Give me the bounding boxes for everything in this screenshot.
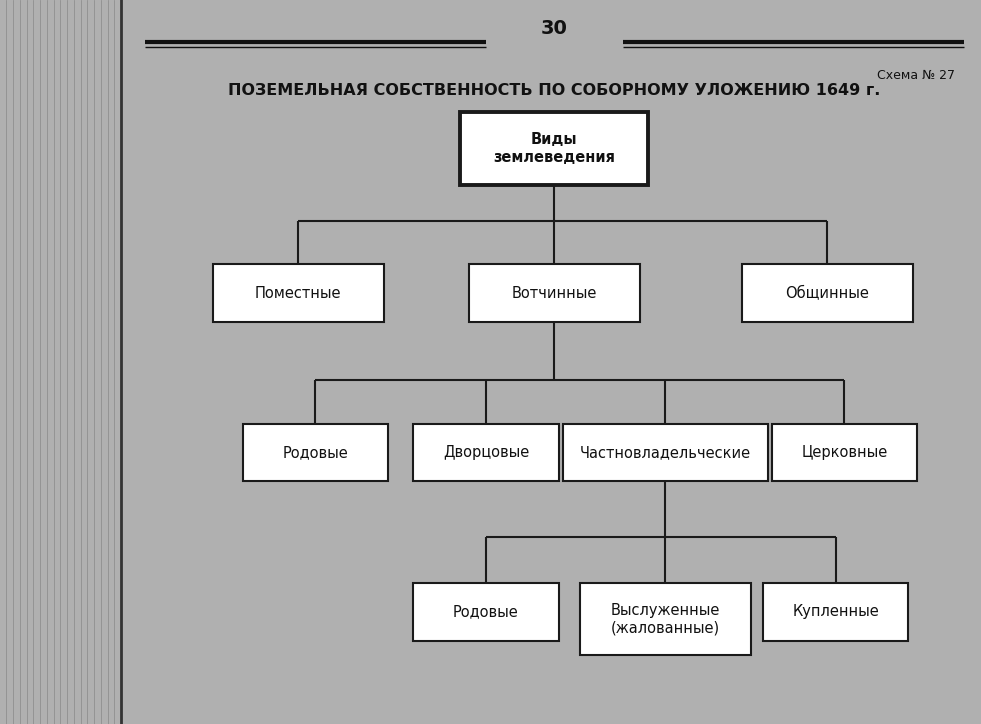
FancyBboxPatch shape [563, 424, 767, 481]
Text: Дворцовые: Дворцовые [442, 445, 529, 460]
Text: Родовые: Родовые [453, 605, 519, 619]
Text: Виды
землеведения: Виды землеведения [493, 132, 615, 164]
FancyBboxPatch shape [469, 264, 640, 322]
Text: Выслуженные
(жалованные): Выслуженные (жалованные) [610, 603, 720, 635]
Text: Церковные: Церковные [801, 445, 888, 460]
FancyBboxPatch shape [580, 583, 750, 655]
Text: 30: 30 [541, 19, 568, 38]
Text: Частновладельческие: Частновладельческие [580, 445, 750, 460]
Text: Схема № 27: Схема № 27 [877, 69, 955, 82]
FancyBboxPatch shape [242, 424, 387, 481]
FancyBboxPatch shape [772, 424, 917, 481]
FancyBboxPatch shape [460, 112, 648, 185]
FancyBboxPatch shape [413, 424, 558, 481]
FancyBboxPatch shape [413, 583, 558, 641]
Text: Родовые: Родовые [283, 445, 348, 460]
FancyBboxPatch shape [213, 264, 384, 322]
Text: Вотчинные: Вотчинные [511, 286, 597, 300]
FancyBboxPatch shape [763, 583, 908, 641]
Text: Купленные: Купленные [793, 605, 879, 619]
Text: Поместные: Поместные [255, 286, 341, 300]
Text: ПОЗЕМЕЛЬНАЯ СОБСТВЕННОСТЬ ПО СОБОРНОМУ УЛОЖЕНИЮ 1649 г.: ПОЗЕМЕЛЬНАЯ СОБСТВЕННОСТЬ ПО СОБОРНОМУ У… [228, 83, 881, 98]
FancyBboxPatch shape [742, 264, 912, 322]
Text: Общинные: Общинные [786, 286, 869, 300]
